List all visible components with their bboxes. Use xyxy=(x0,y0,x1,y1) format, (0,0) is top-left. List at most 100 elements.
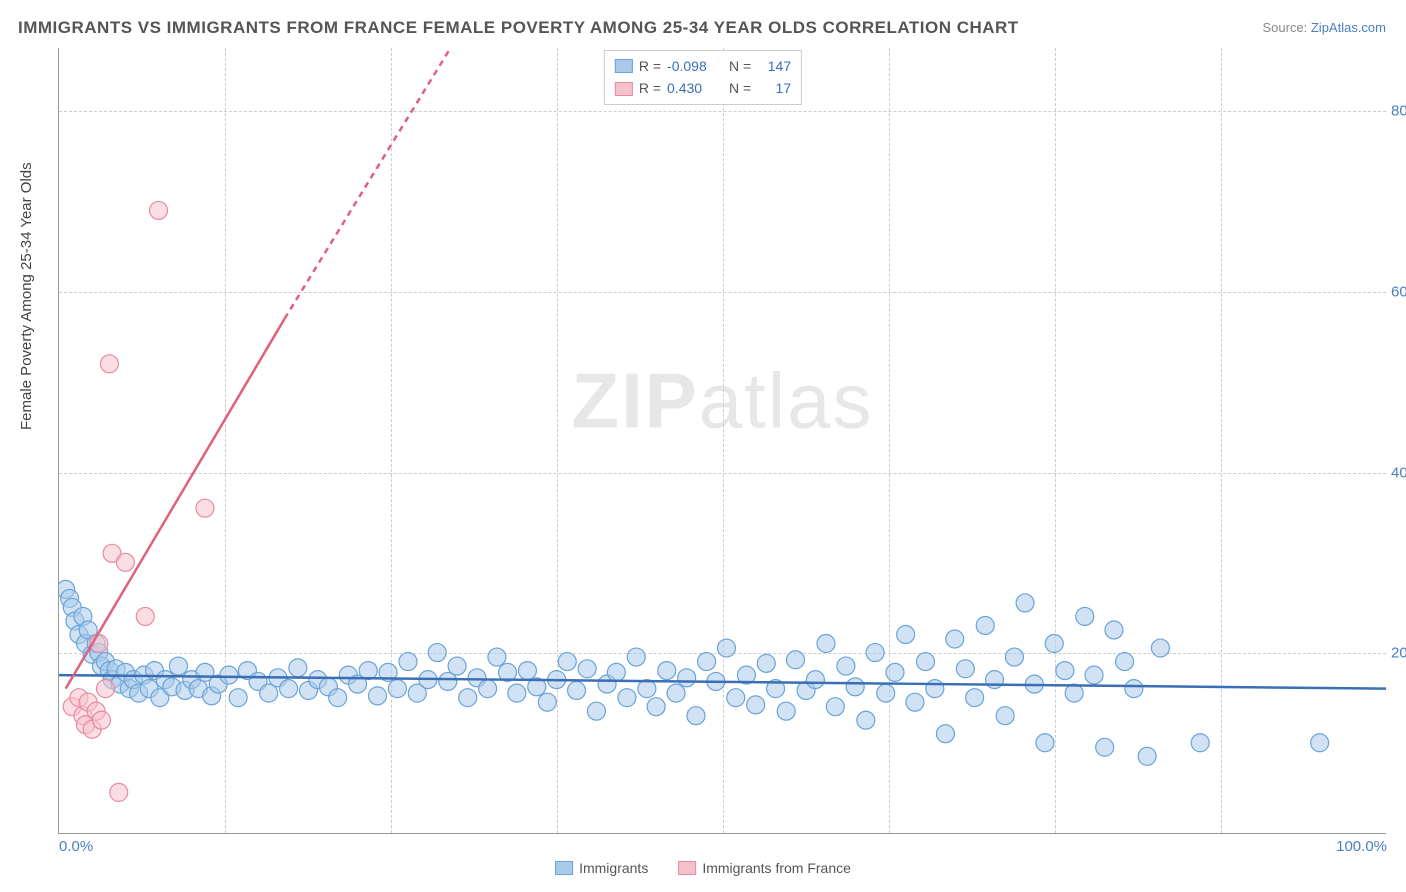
data-point xyxy=(647,698,665,716)
data-point xyxy=(568,681,586,699)
y-tick-label: 60.0% xyxy=(1391,283,1406,300)
x-tick-label: 100.0% xyxy=(1336,838,1387,855)
data-point xyxy=(150,201,168,219)
data-point xyxy=(1076,607,1094,625)
data-point xyxy=(806,671,824,689)
data-point xyxy=(359,662,377,680)
data-point xyxy=(1191,734,1209,752)
stat-n-value: 17 xyxy=(757,77,791,99)
stat-n-value: 147 xyxy=(757,55,791,77)
data-point xyxy=(877,684,895,702)
data-point xyxy=(1085,666,1103,684)
data-point xyxy=(817,635,835,653)
y-tick-label: 40.0% xyxy=(1391,464,1406,481)
data-point xyxy=(1311,734,1329,752)
data-point xyxy=(479,680,497,698)
data-point xyxy=(976,616,994,634)
data-point xyxy=(1125,680,1143,698)
data-point xyxy=(518,662,536,680)
legend-item: Immigrants xyxy=(555,860,648,876)
trend-line xyxy=(66,319,285,689)
y-tick-label: 80.0% xyxy=(1391,103,1406,120)
data-point xyxy=(687,707,705,725)
data-point xyxy=(1116,653,1134,671)
source-attribution: Source: ZipAtlas.com xyxy=(1262,20,1386,35)
data-point xyxy=(936,725,954,743)
data-point xyxy=(488,648,506,666)
data-point xyxy=(1138,747,1156,765)
data-point xyxy=(717,639,735,657)
data-point xyxy=(1056,662,1074,680)
data-point xyxy=(229,689,247,707)
stat-r-label: R = xyxy=(639,55,661,77)
data-point xyxy=(786,651,804,669)
data-point xyxy=(96,680,114,698)
data-point xyxy=(1016,594,1034,612)
data-point xyxy=(618,689,636,707)
data-point xyxy=(116,553,134,571)
data-point xyxy=(946,630,964,648)
y-tick-label: 20.0% xyxy=(1391,645,1406,662)
data-point xyxy=(368,687,386,705)
stat-n-label: N = xyxy=(725,77,751,99)
data-point xyxy=(667,684,685,702)
data-point xyxy=(837,657,855,675)
data-point xyxy=(777,702,795,720)
data-point xyxy=(1036,734,1054,752)
data-point xyxy=(1151,639,1169,657)
data-point xyxy=(280,680,298,698)
legend-swatch xyxy=(615,59,633,73)
legend-row: R = 0.430 N = 17 xyxy=(615,77,791,99)
stat-r-label: R = xyxy=(639,77,661,99)
data-point xyxy=(727,689,745,707)
y-axis-label: Female Poverty Among 25-34 Year Olds xyxy=(18,162,35,430)
plot-area: ZIPatlas 20.0%40.0%60.0%80.0%0.0%100.0% xyxy=(58,48,1386,834)
data-point xyxy=(388,680,406,698)
data-point xyxy=(966,689,984,707)
source-prefix: Source: xyxy=(1262,20,1310,35)
legend-label: Immigrants from France xyxy=(702,860,851,876)
data-point xyxy=(100,355,118,373)
data-point xyxy=(459,689,477,707)
data-point xyxy=(886,663,904,681)
data-point xyxy=(926,680,944,698)
data-point xyxy=(92,711,110,729)
legend-swatch xyxy=(678,861,696,875)
data-point xyxy=(428,644,446,662)
data-point xyxy=(1065,684,1083,702)
data-point xyxy=(196,499,214,517)
stat-r-value: -0.098 xyxy=(667,55,719,77)
data-point xyxy=(747,696,765,714)
data-point xyxy=(866,644,884,662)
data-point xyxy=(658,662,676,680)
data-point xyxy=(289,659,307,677)
data-point xyxy=(1005,648,1023,666)
data-point xyxy=(857,711,875,729)
legend-label: Immigrants xyxy=(579,860,648,876)
data-point xyxy=(906,693,924,711)
data-point xyxy=(846,678,864,696)
data-point xyxy=(698,653,716,671)
legend-swatch xyxy=(615,82,633,96)
source-link[interactable]: ZipAtlas.com xyxy=(1311,20,1386,35)
data-point xyxy=(136,607,154,625)
data-point xyxy=(757,654,775,672)
legend-correlation: R = -0.098 N = 147 R = 0.430 N = 17 xyxy=(604,50,802,105)
data-point xyxy=(220,666,238,684)
data-point xyxy=(558,653,576,671)
chart-svg xyxy=(59,48,1386,833)
data-point xyxy=(448,657,466,675)
data-point xyxy=(1045,635,1063,653)
data-point xyxy=(1096,738,1114,756)
data-point xyxy=(329,689,347,707)
legend-swatch xyxy=(555,861,573,875)
data-point xyxy=(996,707,1014,725)
legend-row: R = -0.098 N = 147 xyxy=(615,55,791,77)
data-point xyxy=(607,663,625,681)
data-point xyxy=(917,653,935,671)
data-point xyxy=(538,693,556,711)
data-point xyxy=(399,653,417,671)
data-point xyxy=(956,660,974,678)
data-point xyxy=(678,669,696,687)
data-point xyxy=(169,657,187,675)
